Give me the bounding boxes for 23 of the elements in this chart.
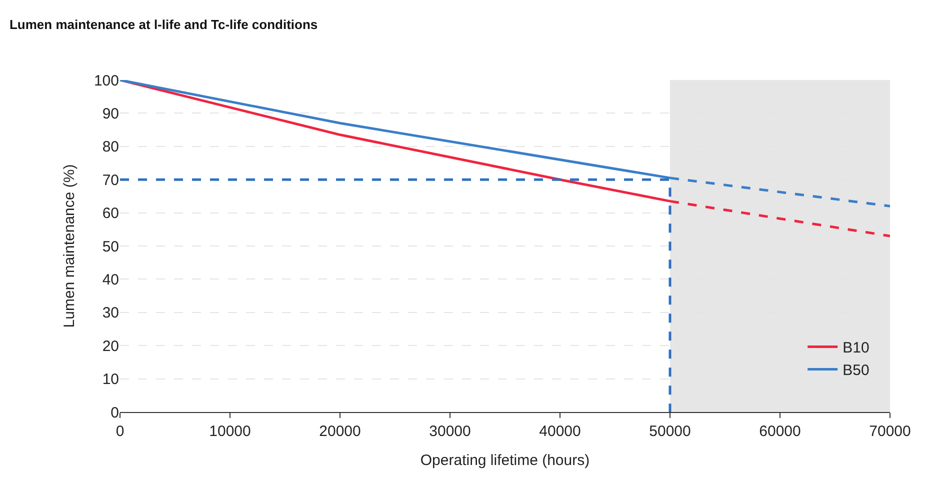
y-tick-label: 100 bbox=[94, 72, 119, 90]
x-tick-label: 10000 bbox=[209, 423, 251, 440]
legend-label: B10 bbox=[842, 340, 870, 357]
y-tick-label: 20 bbox=[102, 338, 119, 355]
y-tick-label: 50 bbox=[102, 238, 119, 256]
y-tick-label: 40 bbox=[102, 271, 119, 288]
x-tick-label: 30000 bbox=[429, 423, 471, 440]
y-tick-label: 30 bbox=[102, 304, 119, 322]
chart-title: Lumen maintenance at l-life and Tc-life conditions bbox=[9, 16, 318, 32]
x-tick-label: 70000 bbox=[869, 423, 911, 440]
y-tick-label: 70 bbox=[102, 172, 119, 189]
y-tick-label: 90 bbox=[102, 105, 119, 122]
y-axis-title: Lumen maintenance (%) bbox=[61, 164, 78, 328]
x-tick-label: 20000 bbox=[319, 423, 361, 440]
x-tick-label: 60000 bbox=[759, 423, 801, 440]
x-axis-title: Operating lifetime (hours) bbox=[420, 452, 590, 469]
y-tick-label: 10 bbox=[102, 371, 119, 388]
y-tick-label: 80 bbox=[102, 138, 119, 156]
y-tick-label: 60 bbox=[102, 205, 119, 222]
x-tick-label: 50000 bbox=[649, 423, 691, 440]
x-tick-label: 40000 bbox=[539, 423, 581, 440]
y-tick-label: 0 bbox=[110, 404, 119, 422]
legend-label: B50 bbox=[842, 362, 870, 380]
